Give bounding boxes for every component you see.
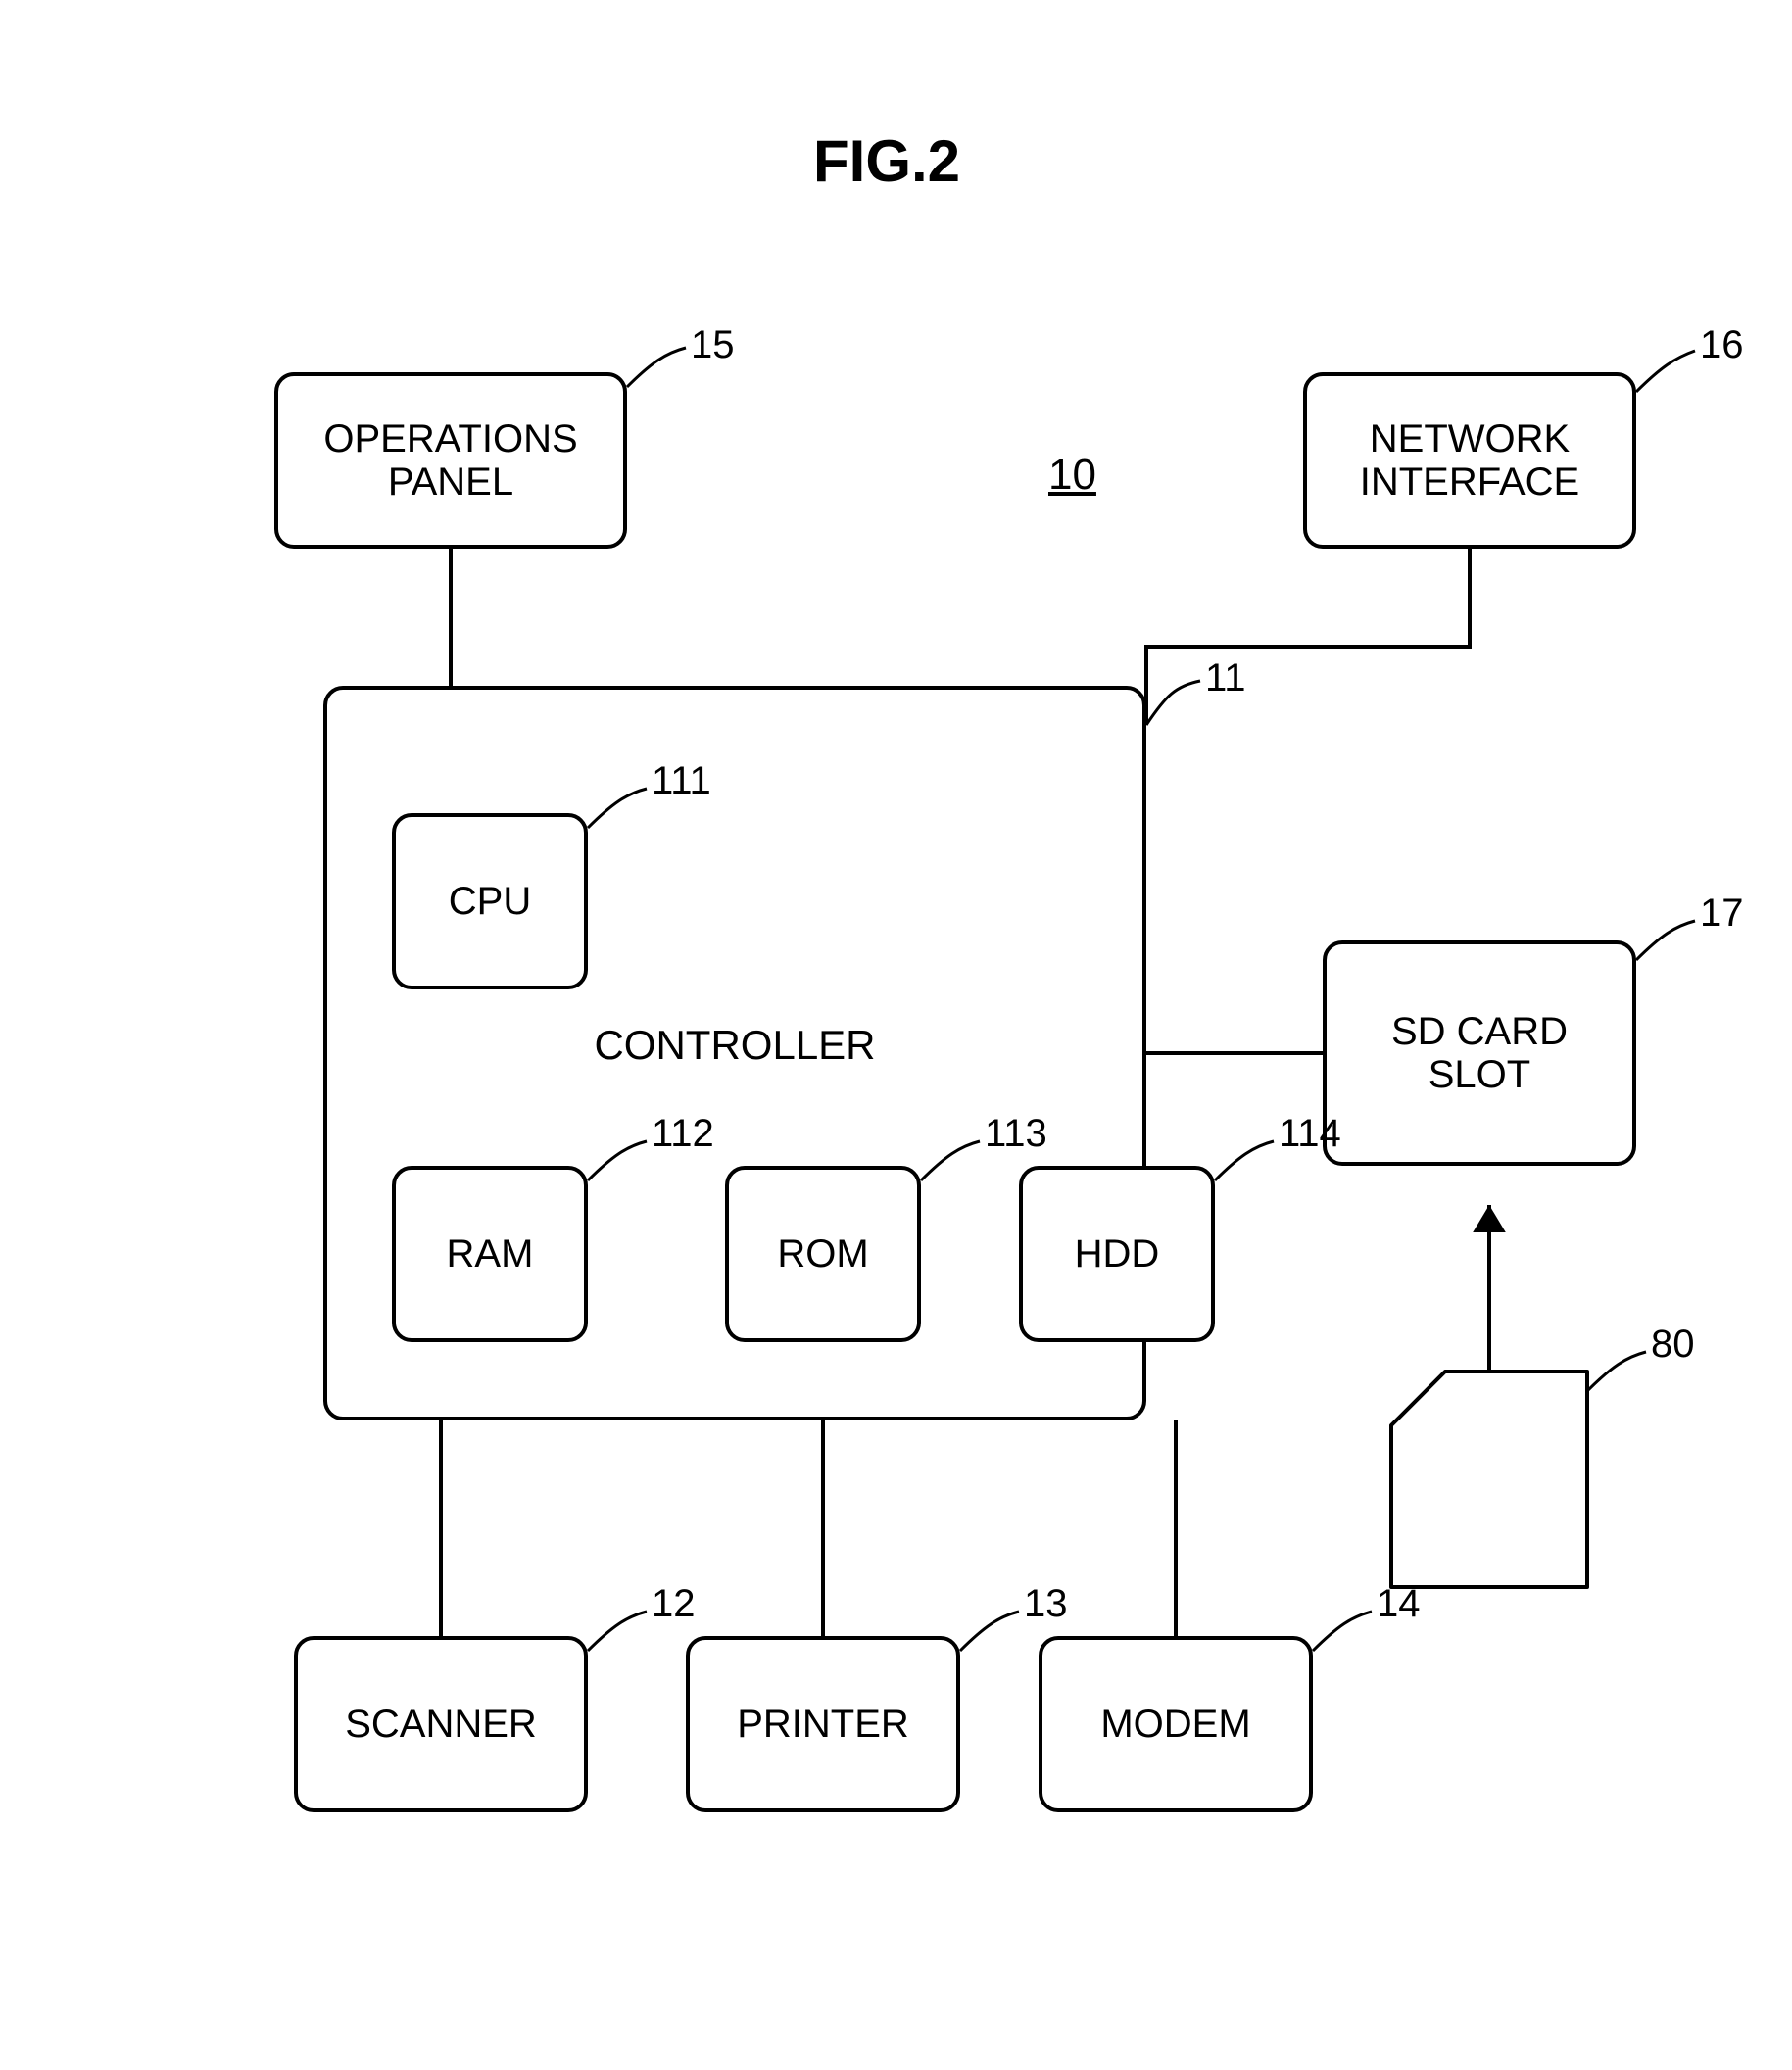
label-hdd: HDD <box>1075 1232 1160 1276</box>
label-printer: PRINTER <box>737 1703 909 1746</box>
ref-printer: 13 <box>1024 1582 1068 1626</box>
block-ram: RAM <box>392 1166 588 1342</box>
ref-system: 10 <box>1048 451 1096 500</box>
ref-ram: 112 <box>652 1112 714 1156</box>
block-printer: PRINTER <box>686 1636 960 1812</box>
block-hdd: HDD <box>1019 1166 1215 1342</box>
block-operations-panel: OPERATIONS PANEL <box>274 372 627 549</box>
ref-modem: 14 <box>1377 1582 1421 1626</box>
ref-rom: 113 <box>985 1112 1047 1156</box>
label-sd-card: SD CARD <box>1391 1436 1587 1522</box>
controller-label: CONTROLLER <box>594 1023 875 1068</box>
label-network-interface: NETWORK INTERFACE <box>1360 417 1579 504</box>
block-cpu: CPU <box>392 813 588 989</box>
label-scanner: SCANNER <box>345 1703 537 1746</box>
label-ram: RAM <box>447 1232 534 1276</box>
figure-title: FIG.2 <box>813 127 960 195</box>
ref-controller: 11 <box>1205 656 1246 700</box>
block-modem: MODEM <box>1039 1636 1313 1812</box>
block-scanner: SCANNER <box>294 1636 588 1812</box>
label-cpu: CPU <box>449 880 531 923</box>
label-rom: ROM <box>777 1232 868 1276</box>
block-network-interface: NETWORK INTERFACE <box>1303 372 1636 549</box>
label-operations-panel: OPERATIONS PANEL <box>323 417 577 504</box>
ref-hdd: 114 <box>1279 1112 1341 1156</box>
ref-cpu: 111 <box>652 759 711 803</box>
ref-sd-card-slot: 17 <box>1700 891 1744 936</box>
diagram-canvas: FIG.2 10 CONTROLLER CPU RAM ROM HDD OPER… <box>0 0 1792 2070</box>
label-modem: MODEM <box>1100 1703 1250 1746</box>
block-rom: ROM <box>725 1166 921 1342</box>
label-sd-card-slot: SD CARD SLOT <box>1391 1010 1568 1096</box>
ref-scanner: 12 <box>652 1582 696 1626</box>
ref-operations-panel: 15 <box>691 323 735 367</box>
block-sd-card-slot: SD CARD SLOT <box>1323 940 1636 1166</box>
ref-network-interface: 16 <box>1700 323 1744 367</box>
ref-sd-card: 80 <box>1651 1323 1695 1367</box>
